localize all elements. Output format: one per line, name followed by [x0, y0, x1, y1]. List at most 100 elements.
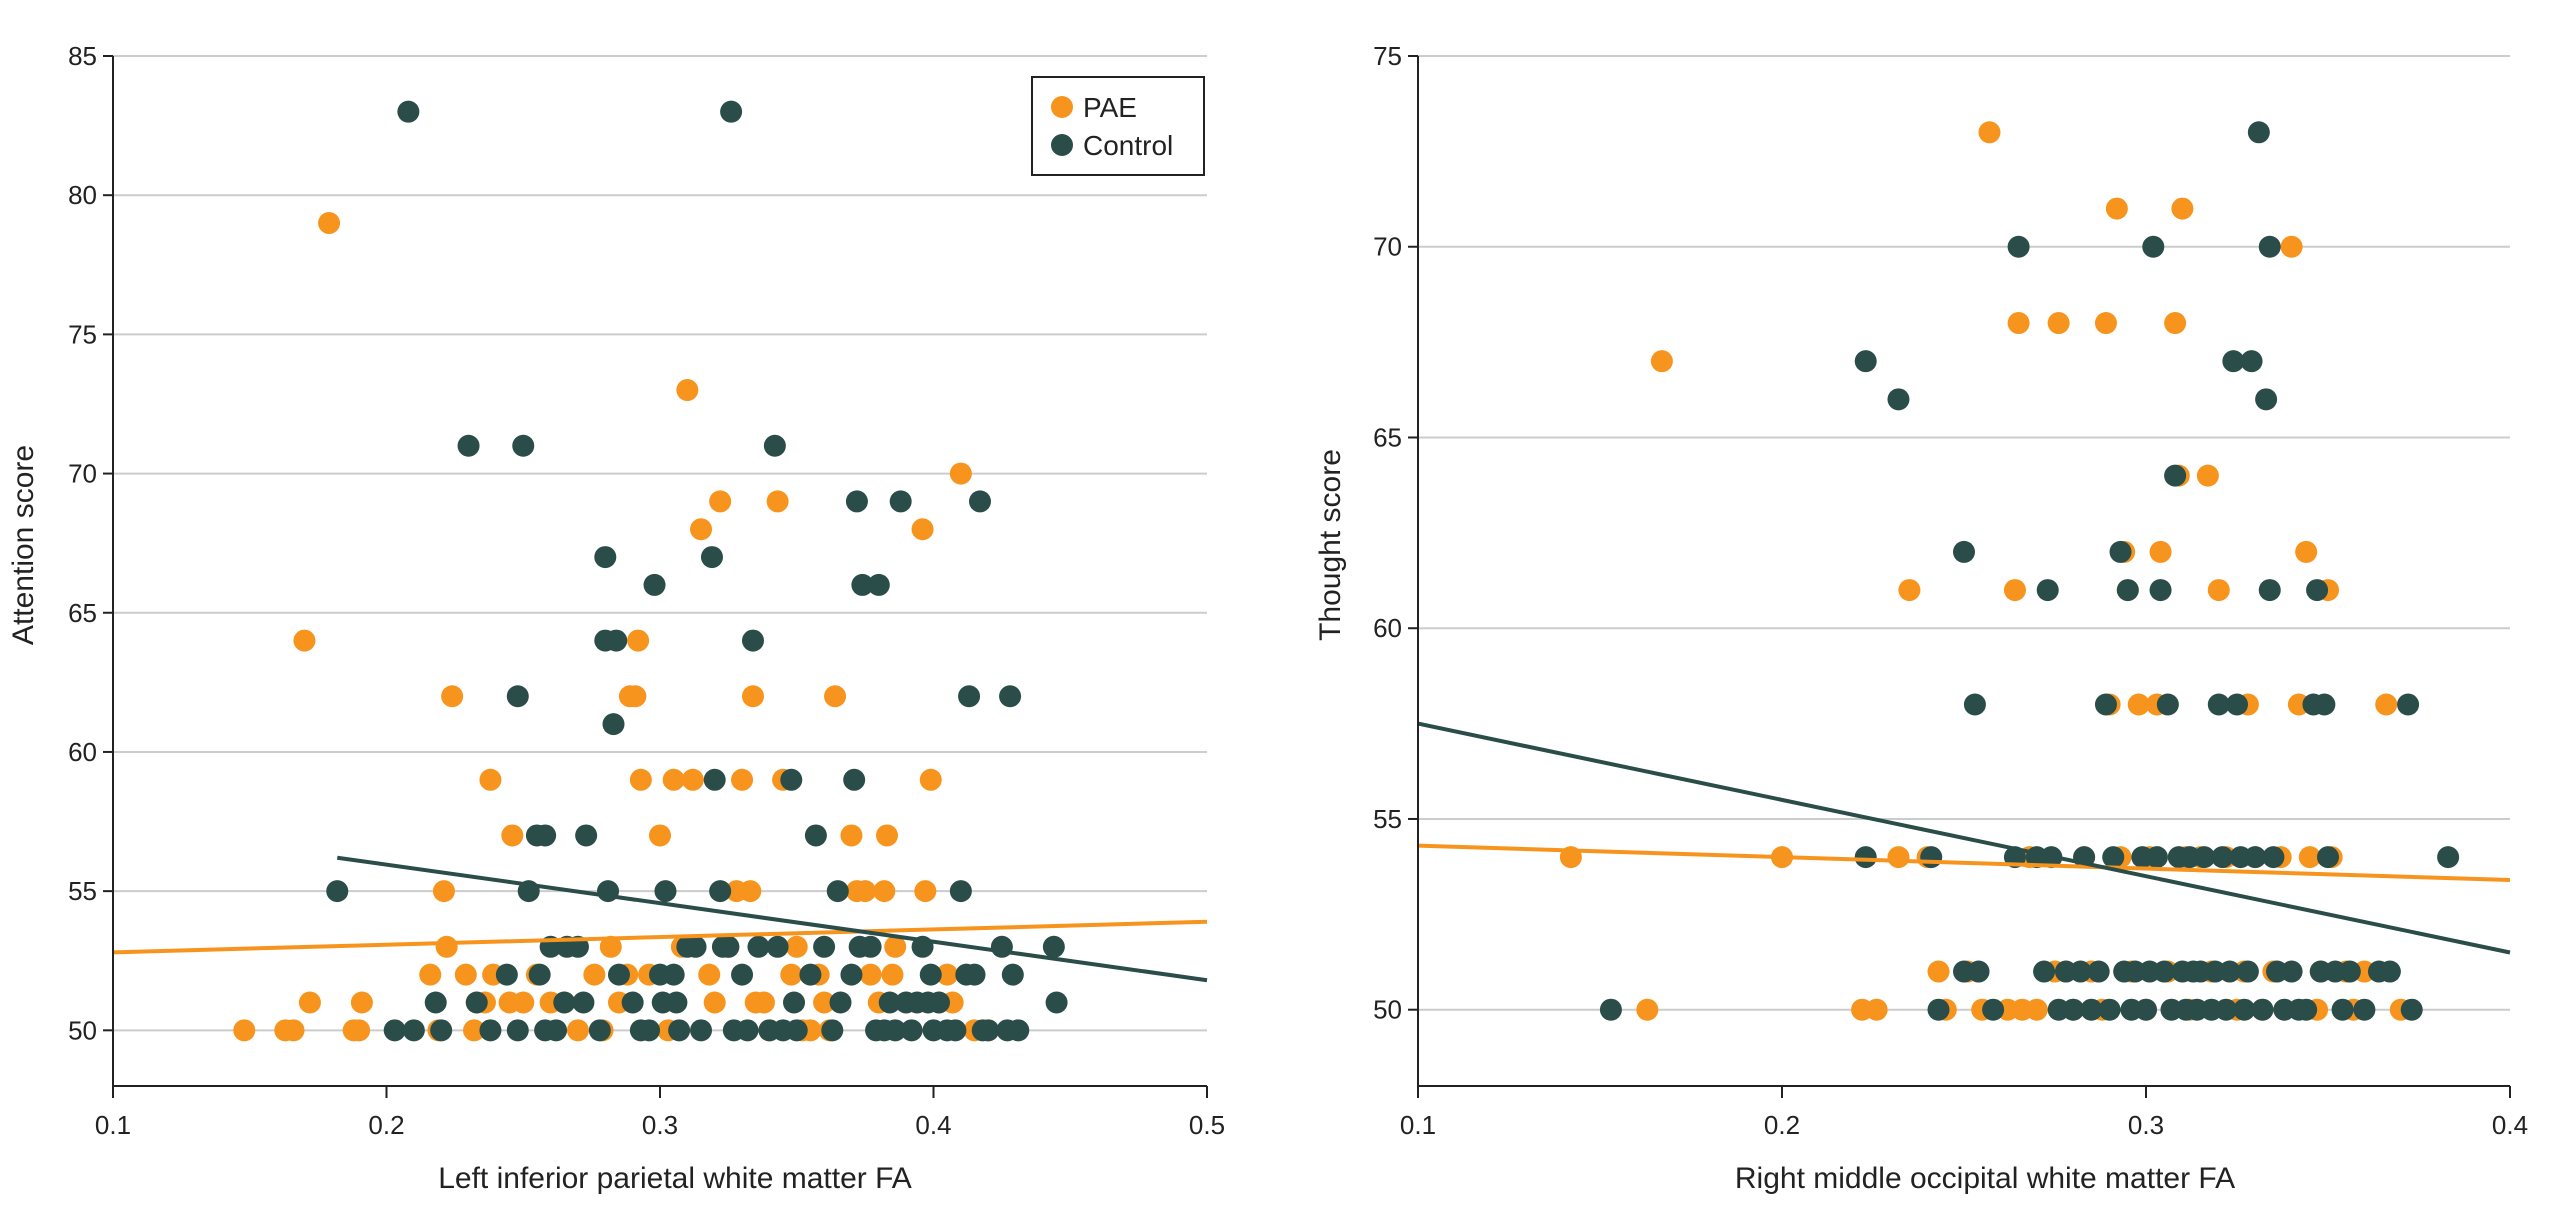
right-control-point-60 — [2236, 960, 2259, 983]
left-pae-point-65 — [840, 824, 863, 847]
right-control-point-61 — [2240, 350, 2263, 373]
left-control-point-30 — [605, 629, 628, 652]
left-control-point-2 — [383, 1019, 406, 1042]
left-y-tick-label-6: 80 — [68, 180, 97, 210]
left-pae-point-41 — [676, 379, 699, 402]
right-control-point-8 — [1963, 693, 1986, 716]
left-control-point-38 — [654, 880, 677, 903]
left-control-point-61 — [783, 991, 806, 1014]
right-x-tick-label-2: 0.3 — [2128, 1110, 2164, 1140]
left-pae-point-62 — [813, 991, 836, 1014]
left-pae-point-21 — [501, 824, 524, 847]
right-control-point-87 — [2437, 846, 2460, 869]
right-control-point-71 — [2280, 960, 2303, 983]
right-pae-point-34 — [2127, 693, 2150, 716]
left-control-point-1 — [397, 100, 420, 123]
left-control-point-35 — [643, 573, 666, 596]
left-pae-point-35 — [629, 768, 652, 791]
left-control-point-58 — [766, 935, 789, 958]
left-panel-attention-chart: 50 55 60 65 70 75 80 85 0.1 0.2 0.3 0.4 0.5 Left inf… — [7, 41, 1225, 1195]
right-control-point-12 — [2007, 235, 2030, 258]
left-control-point-65 — [813, 935, 836, 958]
right-pae-point-59 — [2295, 540, 2318, 563]
right-control-point-22 — [2080, 998, 2103, 1021]
right-control-point-55 — [2218, 960, 2241, 983]
left-pae-point-79 — [936, 963, 959, 986]
left-pae-point-51 — [741, 685, 764, 708]
right-control-point-68 — [2262, 846, 2285, 869]
left-x-tick-label-4: 0.5 — [1189, 1110, 1225, 1140]
legend-label-control: Control — [1083, 130, 1173, 161]
left-control-point-102 — [1007, 1019, 1030, 1042]
right-control-point-38 — [2153, 960, 2176, 983]
left-control-point-45 — [700, 546, 723, 569]
right-control-point-24 — [2094, 693, 2117, 716]
right-y-tick-label-4: 70 — [1373, 232, 1402, 262]
legend-box — [1031, 76, 1205, 176]
left-control-point-70 — [843, 768, 866, 791]
left-control-point-78 — [878, 991, 901, 1014]
left-control-point-46 — [703, 768, 726, 791]
left-pae-point-15 — [463, 1019, 486, 1042]
left-pae-point-18 — [479, 768, 502, 791]
right-pae-point-48 — [2207, 579, 2230, 602]
left-pae-point-64 — [824, 685, 847, 708]
left-pae-point-68 — [859, 963, 882, 986]
legend-label-pae: PAE — [1083, 92, 1137, 123]
right-control-point-37 — [2149, 579, 2172, 602]
left-control-point-73 — [851, 573, 874, 596]
right-panel-trend-lines — [1417, 721, 2511, 955]
right-y-tick-label-3: 65 — [1373, 422, 1402, 452]
left-pae-point-72 — [881, 963, 904, 986]
left-pae-point-22 — [512, 991, 535, 1014]
left-control-point-7 — [465, 991, 488, 1014]
left-control-point-32 — [621, 991, 644, 1014]
right-control-point-19 — [2062, 998, 2085, 1021]
left-x-tick-label-1: 0.2 — [368, 1110, 404, 1140]
left-control-point-93 — [958, 685, 981, 708]
left-pae-point-12 — [435, 935, 458, 958]
left-control-point-66 — [821, 1019, 844, 1042]
left-control-point-71 — [845, 490, 868, 513]
right-pae-point-6 — [1887, 846, 1910, 869]
right-pae-point-21 — [2047, 312, 2070, 335]
right-control-point-84 — [2378, 960, 2401, 983]
left-control-point-55 — [747, 935, 770, 958]
left-control-point-97 — [977, 1019, 1000, 1042]
right-pae-point-60 — [2298, 846, 2321, 869]
right-pae-point-29 — [2105, 197, 2128, 220]
left-pae-point-81 — [949, 462, 972, 485]
left-control-point-25 — [588, 1019, 611, 1042]
left-control-point-6 — [457, 434, 480, 457]
right-control-point-35 — [2142, 235, 2165, 258]
right-control-point-39 — [2156, 693, 2179, 716]
left-control-trend-line — [336, 855, 1208, 983]
left-control-point-76 — [867, 573, 890, 596]
left-control-point-44 — [690, 1019, 713, 1042]
right-pae-point-19 — [2025, 998, 2048, 1021]
left-control-point-69 — [840, 963, 863, 986]
right-control-point-86 — [2400, 998, 2423, 1021]
left-pae-point-49 — [731, 768, 754, 791]
right-control-point-57 — [2226, 693, 2248, 716]
left-control-point-5 — [430, 1019, 453, 1042]
left-pae-point-46 — [709, 490, 732, 513]
left-x-tick-label-0: 0.1 — [95, 1110, 131, 1140]
left-pae-point-2 — [282, 1019, 305, 1042]
right-pae-point-46 — [2196, 464, 2219, 487]
left-control-point-49 — [717, 935, 740, 958]
left-y-tick-label-4: 70 — [68, 459, 97, 489]
left-y-tick-label-0: 50 — [68, 1015, 97, 1045]
left-pae-point-45 — [703, 991, 726, 1014]
right-x-tick-label-0: 0.1 — [1400, 1110, 1436, 1140]
right-pae-point-57 — [2280, 235, 2303, 258]
left-control-point-47 — [709, 880, 732, 903]
left-control-point-104 — [1045, 991, 1068, 1014]
right-x-tick-label-3: 0.4 — [2492, 1110, 2528, 1140]
right-panel-grid — [1418, 55, 2510, 1011]
left-control-point-16 — [534, 824, 557, 847]
left-pae-point-11 — [432, 880, 455, 903]
left-control-point-101 — [1001, 963, 1024, 986]
left-control-point-31 — [607, 963, 630, 986]
